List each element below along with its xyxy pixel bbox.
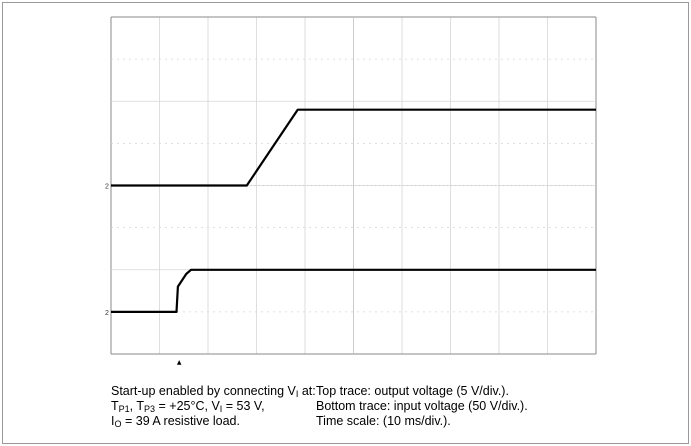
scope-markers: 2 2 ▲	[105, 184, 182, 367]
trace-bottom-trace	[111, 268, 596, 313]
scope-traces	[111, 108, 596, 313]
caption-time-scale: Time scale: (10 ms/div.).	[316, 414, 451, 428]
caption-line-3: IO = 39 A resistive load.	[111, 414, 240, 429]
ground-marker-bottom: 2	[105, 310, 109, 317]
ground-marker-top: 2	[105, 184, 109, 191]
caption-line-1: Start-up enabled by connecting VI at:	[111, 384, 316, 399]
caption-traces: Top trace: output voltage (5 V/div.). Bo…	[316, 384, 528, 429]
caption-conditions: Start-up enabled by connecting VI at: TP…	[111, 384, 316, 429]
caption-line-2: TP1, TP3 = +25°C, VI = 53 V,	[111, 399, 265, 414]
trace-top-trace	[111, 108, 596, 187]
caption-bottom-trace: Bottom trace: input voltage (50 V/div.).	[316, 399, 528, 413]
trigger-marker: ▲	[177, 359, 182, 366]
caption-top-trace: Top trace: output voltage (5 V/div.).	[316, 384, 509, 398]
